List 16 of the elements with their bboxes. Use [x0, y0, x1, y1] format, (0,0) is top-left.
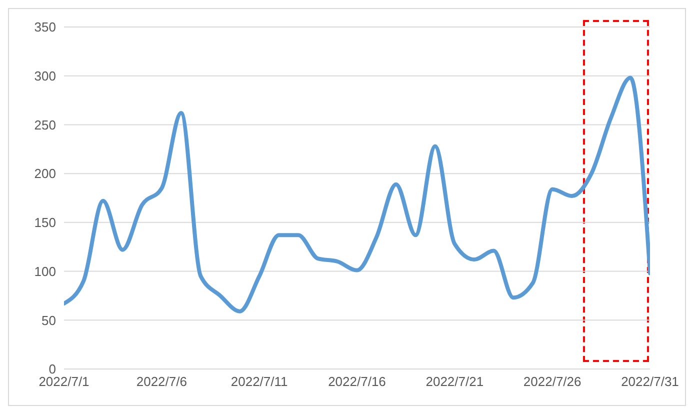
y-tick-label: 100 [34, 264, 56, 279]
line-series [64, 76, 650, 314]
x-tick-label: 2022/7/31 [621, 374, 679, 390]
x-tick-label: 2022/7/16 [328, 374, 386, 390]
y-tick-label: 200 [34, 166, 56, 182]
x-tick-label: 2022/7/1 [38, 374, 90, 390]
x-tick-label: 2022/7/26 [523, 374, 582, 390]
y-tick-label: 300 [34, 68, 56, 84]
y-tick-label: 250 [34, 117, 56, 132]
y-tick-label: 350 [34, 20, 56, 35]
y-tick-label: 50 [42, 312, 56, 328]
y-tick-label: 0 [48, 362, 56, 377]
y-tick-label: 150 [34, 215, 56, 230]
x-tick-label: 2022/7/11 [230, 374, 288, 390]
x-tick-label: 2022/7/21 [426, 374, 484, 390]
x-tick-label: 2022/7/6 [136, 374, 187, 390]
